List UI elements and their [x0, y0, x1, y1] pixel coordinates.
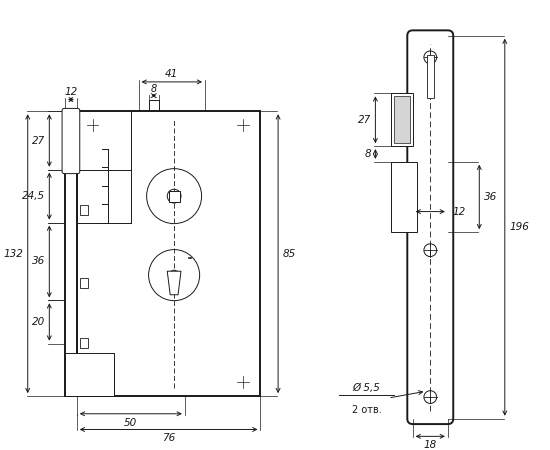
Text: 36: 36 [32, 256, 46, 266]
Bar [80, 278, 87, 288]
Bar [65, 111, 260, 396]
Text: 50: 50 [124, 418, 138, 428]
Text: 27: 27 [32, 135, 46, 145]
Bar [80, 205, 87, 215]
FancyBboxPatch shape [62, 108, 80, 174]
Bar [65, 111, 77, 396]
Text: 18: 18 [424, 440, 437, 450]
Text: 8: 8 [365, 149, 371, 159]
Bar [169, 191, 179, 202]
Bar [65, 353, 114, 396]
Bar [427, 55, 434, 98]
Polygon shape [167, 271, 181, 295]
Bar [81, 125, 102, 219]
Text: Ø 5,5: Ø 5,5 [353, 383, 381, 393]
Bar [80, 338, 87, 348]
Text: 8: 8 [151, 84, 157, 94]
Bar [391, 94, 412, 146]
Text: 2 отв.: 2 отв. [351, 405, 381, 415]
Text: 85: 85 [283, 249, 296, 259]
Text: 196: 196 [510, 222, 530, 232]
Text: 27: 27 [358, 115, 371, 125]
Bar [148, 99, 159, 111]
Text: 12: 12 [453, 207, 466, 216]
Bar [391, 162, 416, 232]
Text: 41: 41 [165, 69, 178, 79]
Text: 12: 12 [64, 87, 78, 97]
Bar [394, 96, 410, 143]
Text: 132: 132 [4, 249, 24, 259]
Text: 24,5: 24,5 [22, 191, 46, 201]
Circle shape [138, 265, 144, 271]
Bar [77, 111, 260, 396]
Text: 76: 76 [162, 433, 175, 443]
FancyBboxPatch shape [408, 30, 453, 424]
Text: 36: 36 [484, 192, 497, 202]
Text: 20: 20 [32, 317, 46, 327]
